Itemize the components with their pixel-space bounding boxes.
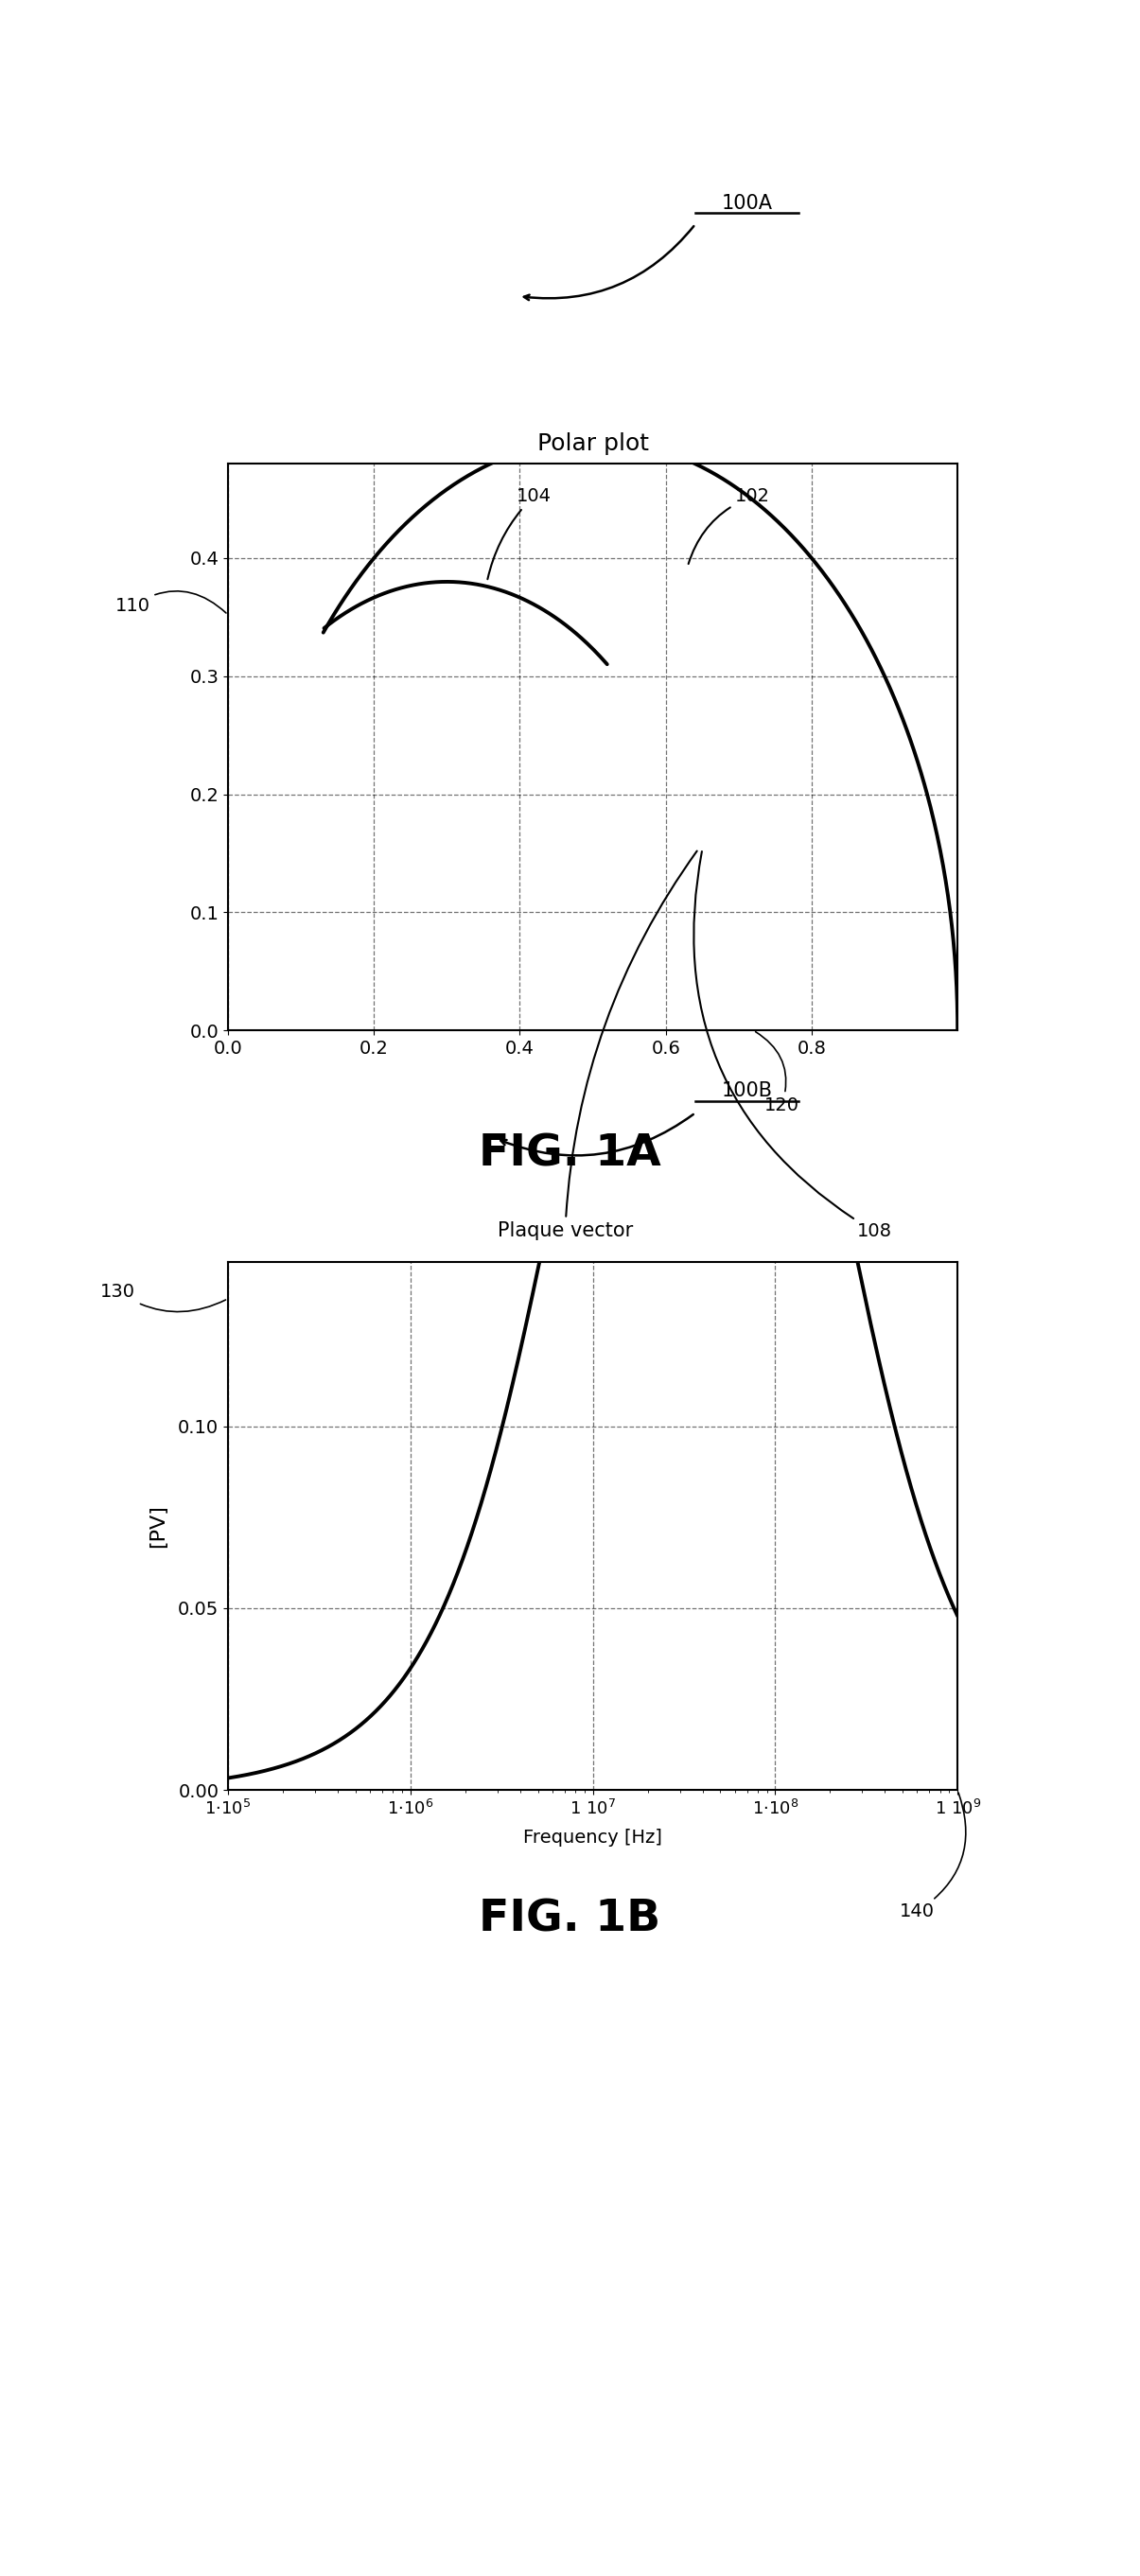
- Text: 120: 120: [756, 1033, 799, 1115]
- Text: FIG. 1A: FIG. 1A: [479, 1133, 661, 1175]
- Title: Polar plot: Polar plot: [537, 433, 649, 456]
- Text: 104: 104: [488, 487, 552, 580]
- Y-axis label: [PV]: [PV]: [148, 1504, 168, 1548]
- Text: 140: 140: [899, 1793, 966, 1922]
- Text: 108: 108: [694, 853, 891, 1242]
- Text: 102: 102: [689, 487, 771, 564]
- Text: Plaque vector: Plaque vector: [497, 850, 697, 1242]
- Text: 130: 130: [100, 1283, 226, 1311]
- Text: 110: 110: [115, 590, 226, 616]
- X-axis label: Frequency [Hz]: Frequency [Hz]: [523, 1829, 662, 1847]
- Text: 100A: 100A: [722, 193, 772, 214]
- Text: FIG. 1B: FIG. 1B: [479, 1899, 661, 1940]
- Text: 100B: 100B: [722, 1082, 772, 1100]
